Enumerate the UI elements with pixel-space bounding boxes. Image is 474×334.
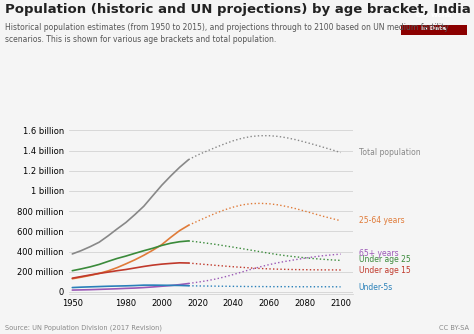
Text: Population (historic and UN projections) by age bracket, India: Population (historic and UN projections)… (5, 3, 471, 16)
Text: Under age 15: Under age 15 (359, 266, 410, 275)
Text: 65+ years: 65+ years (359, 248, 399, 258)
Text: Under age 25: Under age 25 (359, 255, 410, 264)
Text: Historical population estimates (from 1950 to 2015), and projections through to : Historical population estimates (from 19… (5, 23, 448, 44)
Text: in Data: in Data (421, 26, 447, 31)
Bar (401, 25, 467, 35)
Text: Source: UN Population Division (2017 Revision): Source: UN Population Division (2017 Rev… (5, 324, 162, 331)
Text: Total population: Total population (359, 148, 420, 157)
Text: Our World: Our World (416, 13, 451, 18)
Text: CC BY-SA: CC BY-SA (439, 325, 469, 331)
Text: Under-5s: Under-5s (359, 283, 393, 292)
Text: 25-64 years: 25-64 years (359, 216, 404, 225)
